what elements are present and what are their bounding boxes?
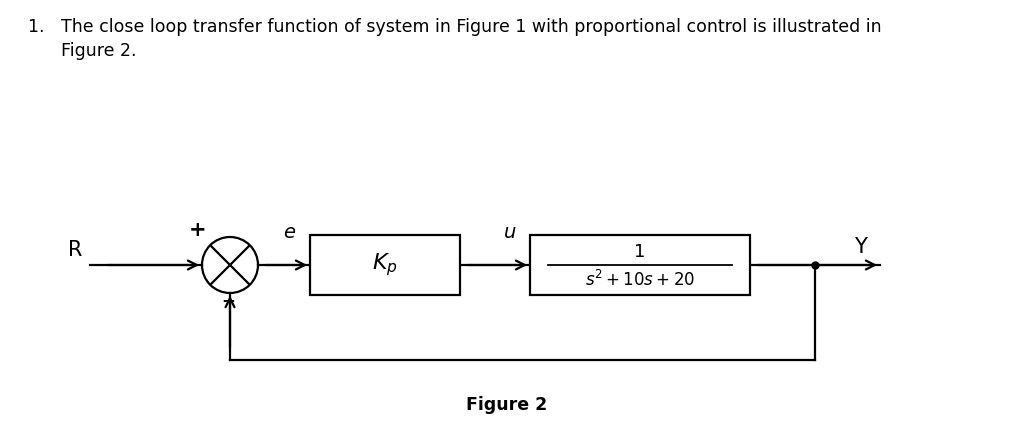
Text: −: − (221, 291, 235, 309)
Text: Y: Y (854, 237, 866, 257)
Text: $s^2 + 10s + 20$: $s^2 + 10s + 20$ (585, 270, 695, 290)
Text: 1: 1 (635, 243, 646, 261)
Text: $e$: $e$ (284, 223, 296, 242)
Bar (530, 235, 750, 295)
Text: $u$: $u$ (503, 223, 517, 242)
Text: +: + (190, 220, 207, 240)
Bar (310, 235, 460, 295)
Text: R: R (68, 240, 82, 260)
Text: Figure 2: Figure 2 (466, 396, 548, 414)
Text: Figure 2.: Figure 2. (28, 42, 137, 60)
Text: 1.   The close loop transfer function of system in Figure 1 with proportional co: 1. The close loop transfer function of s… (28, 18, 881, 36)
Text: $K_p$: $K_p$ (372, 252, 397, 278)
